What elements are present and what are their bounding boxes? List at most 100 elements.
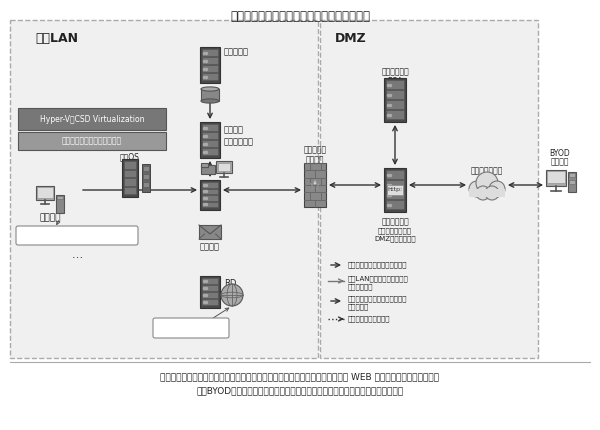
FancyBboxPatch shape [320, 20, 538, 358]
FancyBboxPatch shape [124, 187, 136, 194]
FancyBboxPatch shape [18, 108, 166, 130]
Text: 院内LANからインターネット: 院内LANからインターネット [348, 276, 409, 283]
Text: ファイアー
ウォール: ファイアー ウォール [304, 145, 326, 165]
Text: DMZネットワーク: DMZネットワーク [374, 236, 416, 242]
FancyBboxPatch shape [386, 180, 404, 189]
FancyBboxPatch shape [124, 178, 136, 185]
Text: 末（BYOD）から、インターネットを経由して基幹システムに入ることが可能。）: 末（BYOD）から、インターネットを経由して基幹システムに入ることが可能。） [196, 386, 404, 395]
FancyBboxPatch shape [201, 165, 215, 173]
Text: RSA: RSA [387, 77, 403, 86]
FancyBboxPatch shape [387, 185, 403, 195]
Text: 認証（ユーザー）確認: 認証（ユーザー）確認 [348, 316, 391, 322]
FancyBboxPatch shape [202, 148, 218, 155]
FancyBboxPatch shape [201, 163, 208, 166]
FancyBboxPatch shape [202, 292, 218, 298]
FancyBboxPatch shape [200, 180, 220, 210]
FancyBboxPatch shape [202, 182, 218, 187]
Text: ユーザー: ユーザー [39, 214, 61, 222]
Text: ハードウェア（仮想化石盤）: ハードウェア（仮想化石盤） [62, 136, 122, 145]
Text: http:: http: [388, 187, 403, 193]
FancyBboxPatch shape [143, 174, 149, 179]
FancyBboxPatch shape [202, 57, 218, 64]
Text: Hyper-V＋CSD Virtualization: Hyper-V＋CSD Virtualization [40, 114, 144, 123]
Text: 院内LAN: 院内LAN [35, 32, 78, 45]
FancyBboxPatch shape [218, 163, 230, 171]
FancyBboxPatch shape [200, 47, 220, 83]
Text: DMZ: DMZ [335, 32, 367, 45]
Ellipse shape [201, 87, 219, 91]
Text: ユーザー: ユーザー [551, 157, 569, 166]
Text: 仮想OS: 仮想OS [120, 153, 140, 162]
Text: 情報関係: 情報関係 [200, 243, 220, 252]
Text: 検疫サーバー: 検疫サーバー [381, 68, 409, 77]
Text: 電子カルテ: 電子カルテ [224, 47, 249, 56]
FancyBboxPatch shape [202, 132, 218, 139]
FancyBboxPatch shape [569, 173, 575, 177]
Text: BYOD: BYOD [550, 148, 571, 157]
FancyBboxPatch shape [202, 195, 218, 200]
FancyBboxPatch shape [386, 190, 404, 199]
FancyBboxPatch shape [384, 168, 406, 212]
Text: 院内端末からのデータアクセス: 院内端末からのデータアクセス [348, 262, 407, 268]
FancyBboxPatch shape [569, 180, 575, 184]
FancyBboxPatch shape [56, 195, 64, 213]
FancyBboxPatch shape [202, 73, 218, 80]
Text: へのアクセス: へのアクセス [348, 284, 373, 290]
Text: のアクセス: のアクセス [348, 304, 369, 310]
FancyBboxPatch shape [36, 186, 54, 200]
FancyBboxPatch shape [142, 164, 150, 192]
Text: （端末から、電子カルテ、グループウェアのみならず、電子メールの送受信や WEB 閲覧が可能。さらに外部端: （端末から、電子カルテ、グループウェアのみならず、電子メールの送受信や WEB … [161, 372, 439, 381]
FancyBboxPatch shape [216, 161, 232, 173]
FancyBboxPatch shape [568, 172, 576, 192]
FancyBboxPatch shape [202, 299, 218, 305]
FancyBboxPatch shape [124, 169, 136, 177]
FancyBboxPatch shape [386, 200, 404, 209]
FancyBboxPatch shape [202, 202, 218, 207]
Text: インターネットから院内端末へ: インターネットから院内端末へ [348, 296, 407, 302]
FancyBboxPatch shape [202, 278, 218, 284]
FancyBboxPatch shape [57, 196, 63, 199]
FancyBboxPatch shape [384, 78, 406, 122]
Circle shape [476, 172, 498, 194]
FancyBboxPatch shape [386, 170, 404, 179]
FancyBboxPatch shape [153, 318, 229, 338]
Text: 図８－３　某病院における仮想化環境構築例: 図８－３ 某病院における仮想化環境構築例 [230, 10, 370, 23]
FancyBboxPatch shape [546, 170, 566, 186]
FancyBboxPatch shape [18, 132, 166, 150]
Text: 検証サーバー: 検証サーバー [381, 218, 409, 227]
FancyBboxPatch shape [143, 182, 149, 187]
Circle shape [485, 186, 499, 200]
FancyBboxPatch shape [143, 166, 149, 171]
Circle shape [476, 186, 490, 200]
Circle shape [221, 284, 243, 306]
FancyBboxPatch shape [386, 80, 404, 89]
FancyBboxPatch shape [386, 90, 404, 99]
FancyBboxPatch shape [200, 122, 220, 158]
FancyBboxPatch shape [202, 188, 218, 194]
FancyBboxPatch shape [202, 124, 218, 131]
Polygon shape [310, 179, 320, 191]
FancyBboxPatch shape [547, 171, 565, 183]
FancyBboxPatch shape [200, 276, 220, 308]
FancyBboxPatch shape [202, 65, 218, 72]
Text: …: … [71, 250, 83, 260]
Text: ユーザー認証: ユーザー認証 [224, 138, 254, 147]
FancyBboxPatch shape [202, 49, 218, 56]
Circle shape [469, 181, 485, 197]
FancyBboxPatch shape [386, 110, 404, 119]
Circle shape [489, 181, 505, 197]
FancyBboxPatch shape [469, 189, 505, 197]
FancyBboxPatch shape [201, 89, 219, 101]
FancyBboxPatch shape [10, 20, 318, 358]
FancyBboxPatch shape [199, 225, 221, 239]
Text: RD: RD [224, 279, 236, 288]
FancyBboxPatch shape [304, 163, 326, 207]
Text: Webブラウザ
Remote App: Webブラウザ Remote App [170, 321, 212, 335]
Text: 認証基盤: 認証基盤 [224, 126, 244, 135]
FancyBboxPatch shape [386, 100, 404, 109]
FancyBboxPatch shape [37, 187, 53, 198]
FancyBboxPatch shape [124, 161, 136, 169]
FancyBboxPatch shape [202, 140, 218, 147]
FancyBboxPatch shape [16, 226, 138, 245]
Ellipse shape [201, 99, 219, 103]
